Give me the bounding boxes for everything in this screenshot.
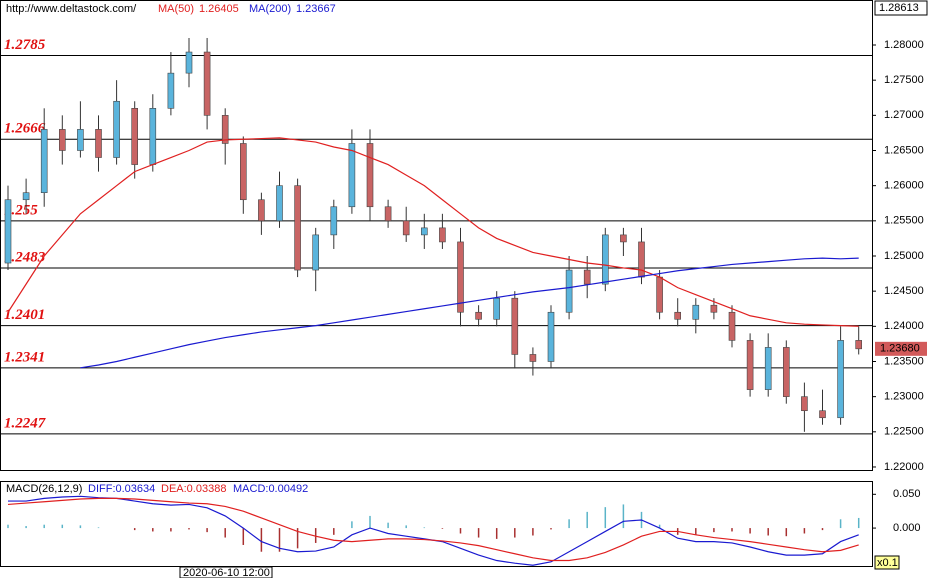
candle-body xyxy=(746,340,754,390)
candle-body xyxy=(493,297,501,320)
level-label: 1.2666 xyxy=(4,121,46,137)
y-tick-label: 1.25500 xyxy=(884,215,924,227)
candle-body xyxy=(221,115,229,144)
candle-body xyxy=(167,72,175,109)
candle-body xyxy=(692,304,700,320)
candle-body xyxy=(276,185,283,222)
price-frame xyxy=(0,0,873,471)
candle-body xyxy=(439,227,446,243)
candle-body xyxy=(113,100,120,158)
candle-body xyxy=(40,129,48,193)
candle-body xyxy=(402,220,410,236)
level-label: 1.255 xyxy=(4,202,38,218)
diff-legend: DIFF:0.03634 xyxy=(88,483,155,495)
candle-body xyxy=(4,199,12,264)
candle-body xyxy=(656,276,663,313)
ma50-last: 1.26405 xyxy=(199,3,239,15)
last-price: 1.23680 xyxy=(880,343,920,355)
candle-body xyxy=(203,51,211,116)
candle-body xyxy=(782,347,790,397)
y-tick-label: 1.26500 xyxy=(884,144,924,156)
candle-body xyxy=(801,396,808,412)
scale-note-box xyxy=(874,555,900,570)
y-tick-label: 1.24000 xyxy=(884,320,924,332)
candle-body xyxy=(511,297,519,355)
level-label: 1.2785 xyxy=(4,37,46,53)
y-tick-label: 1.28000 xyxy=(884,39,924,51)
macd-line xyxy=(7,497,859,562)
candle-body xyxy=(366,143,374,208)
candle-body xyxy=(258,199,265,222)
candle-body xyxy=(384,206,392,222)
candle-body xyxy=(475,311,482,320)
candle-body xyxy=(420,227,428,236)
level-label: 1.2341 xyxy=(4,349,45,365)
y-tick-label: 1.27500 xyxy=(884,74,924,86)
candle-body xyxy=(547,311,555,362)
ma-line xyxy=(80,257,859,369)
level-label: 1.2483 xyxy=(4,249,46,265)
ma200-name: MA(200) xyxy=(249,3,291,15)
candle-body xyxy=(674,311,682,320)
macd-frame xyxy=(0,481,873,567)
level-label: 1.2247 xyxy=(4,415,46,431)
candle-body xyxy=(728,311,736,341)
candle-body xyxy=(529,354,537,362)
candle-body xyxy=(240,143,247,201)
candle-body xyxy=(837,340,844,419)
candle-body xyxy=(710,304,718,313)
y-tick-label: 1.25000 xyxy=(884,250,924,262)
level-label: 1.2401 xyxy=(4,307,45,323)
ma-line xyxy=(7,137,859,327)
last-price-box xyxy=(875,341,927,356)
candle-body xyxy=(620,234,627,243)
scale-note: x0.1 xyxy=(877,557,898,569)
x-label-box xyxy=(179,566,273,578)
candle-body xyxy=(294,185,301,271)
candle-body xyxy=(583,269,591,285)
url: http://www.deltastock.com/ xyxy=(6,3,137,15)
candle-body xyxy=(855,340,863,350)
candle-body xyxy=(149,108,157,165)
candle-body xyxy=(348,143,356,208)
top-price-box xyxy=(874,0,928,16)
candle-body xyxy=(312,234,320,271)
candle-body xyxy=(77,129,84,151)
ma200-last: 1.23667 xyxy=(296,3,336,15)
y-tick-label: 1.22000 xyxy=(884,461,924,473)
candle-body xyxy=(95,129,102,158)
candle-body xyxy=(457,241,464,313)
dea-legend: DEA:0.03388 xyxy=(161,483,226,495)
candle-body xyxy=(638,241,645,278)
y-tick-label: 0.000 xyxy=(893,522,921,534)
y-tick-label: 1.24500 xyxy=(884,285,924,297)
candle-body xyxy=(819,410,826,419)
macd-legend: MACD:0.00492 xyxy=(233,483,308,495)
y-tick-label: 1.27000 xyxy=(884,109,924,121)
candle-body xyxy=(565,269,573,313)
y-tick-label: 1.22500 xyxy=(884,426,924,438)
macd-title: MACD(26,12,9) xyxy=(6,483,82,495)
y-tick-label: 1.23000 xyxy=(884,391,924,403)
candle-body xyxy=(185,51,193,74)
y-tick-label: 1.23500 xyxy=(884,355,924,367)
candle-body xyxy=(330,206,338,236)
ma50-name: MA(50) xyxy=(158,3,194,15)
candle-body xyxy=(58,129,66,151)
y-tick-label: 0.050 xyxy=(893,488,921,500)
x-label: 2020-06-10 12:00 xyxy=(183,567,270,578)
y-tick-label: 1.26000 xyxy=(884,180,924,192)
candle-body xyxy=(764,347,772,390)
candle-body xyxy=(22,192,30,201)
candle-body xyxy=(601,234,609,285)
candle-body xyxy=(131,108,138,165)
top-price: 1.28613 xyxy=(879,2,919,14)
